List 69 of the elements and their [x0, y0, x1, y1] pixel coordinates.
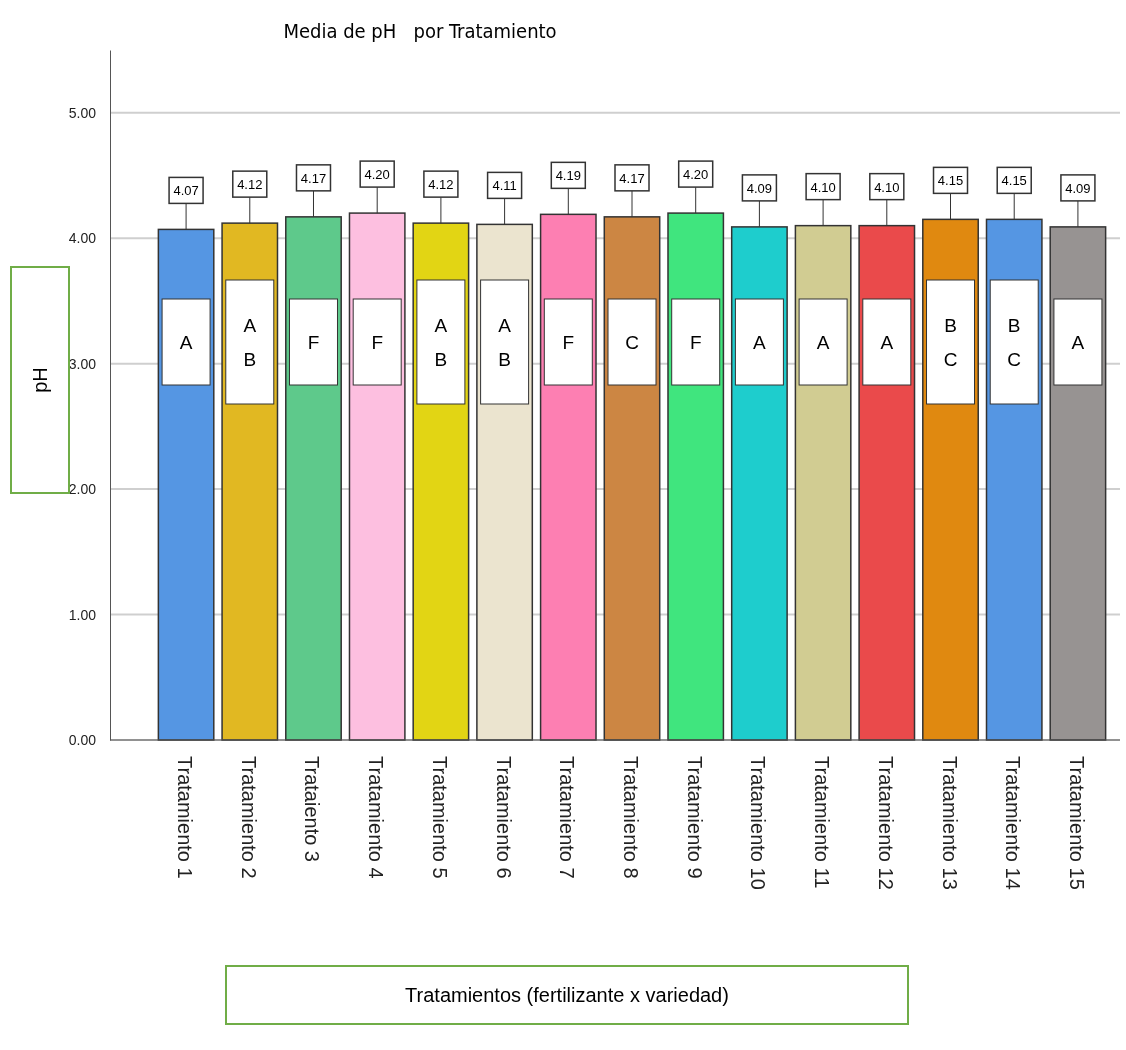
- annotation: A: [816, 332, 830, 353]
- annotation: A: [753, 332, 767, 353]
- letter-label: F: [352, 298, 402, 386]
- x-tick-label: Trataiento 3: [301, 756, 324, 862]
- annotation: B C: [943, 315, 958, 370]
- data-label: 4.10: [810, 179, 836, 195]
- x-tick-label: Tratamiento 4: [365, 756, 388, 879]
- annotation: A: [1071, 332, 1085, 353]
- x-tick-label: Tratamiento 11: [811, 756, 834, 889]
- data-label: 4.19: [555, 168, 581, 184]
- letter-label: A: [734, 298, 784, 386]
- annotation: A: [880, 332, 894, 353]
- chart-title: Media de pH por Tratamiento: [283, 19, 557, 43]
- data-label: 4.20: [364, 167, 390, 183]
- data-label: 4.12: [237, 177, 263, 193]
- annotation: C: [625, 332, 639, 353]
- data-label: 4.12: [428, 177, 454, 193]
- x-tick-label: Tratamiento 8: [620, 756, 642, 879]
- x-tick-label: Tratamiento 12: [874, 756, 897, 890]
- y-axis-title: pH: [29, 367, 51, 393]
- y-tick-label: 5.00: [68, 104, 97, 121]
- x-tick-label: Tratamiento 2: [237, 756, 260, 879]
- letter-label: F: [289, 298, 338, 386]
- y-tick-label: 4.00: [68, 230, 97, 247]
- annotation: F: [562, 332, 575, 353]
- annotation: A B: [243, 315, 257, 370]
- data-label: 4.09: [1065, 180, 1091, 196]
- data-label: 4.20: [683, 167, 709, 183]
- y-tick-label: 1.00: [68, 606, 97, 623]
- data-label: 4.15: [937, 173, 964, 189]
- letter-label: C: [607, 298, 657, 386]
- annotation: F: [307, 332, 320, 353]
- letter-label: A: [798, 298, 848, 386]
- annotation: B C: [1007, 315, 1022, 370]
- annotation: A: [179, 332, 193, 353]
- letter-label: A B: [225, 279, 275, 405]
- x-axis-title: Tratamientos (fertilizante x variedad): [405, 984, 729, 1006]
- x-tick-label: Tratamiento 10: [747, 756, 770, 890]
- letter-label: A: [161, 298, 211, 386]
- annotation: A B: [434, 315, 448, 370]
- data-label: 4.17: [619, 170, 645, 186]
- x-tick-label: Tratamiento 13: [938, 756, 961, 890]
- letter-label: F: [671, 298, 721, 386]
- y-tick-label: 2.00: [68, 481, 97, 498]
- letter-label: A: [862, 298, 912, 386]
- data-label: 4.10: [874, 179, 900, 195]
- letter-label: A: [1053, 298, 1103, 386]
- data-label: 4.07: [173, 183, 199, 199]
- data-label: 4.17: [300, 170, 327, 186]
- x-tick-label: Tratamiento 15: [1065, 756, 1088, 890]
- x-tick-label: Tratamiento 14: [1002, 756, 1025, 890]
- annotation: F: [371, 332, 383, 353]
- annotation: A B: [498, 315, 512, 370]
- data-label: 4.11: [492, 178, 517, 194]
- x-tick-label: Tratamiento 7: [556, 756, 579, 879]
- x-tick-label: Tratamiento 5: [428, 756, 451, 879]
- letter-label: F: [543, 298, 593, 386]
- x-tick-label: Tratamiento 9: [683, 756, 706, 879]
- y-tick-label: 0.00: [68, 731, 97, 748]
- x-tick-label: Tratamiento 1: [174, 756, 197, 879]
- letter-label: B C: [926, 279, 975, 405]
- letter-label: B C: [989, 279, 1039, 405]
- letter-label: A B: [480, 279, 530, 405]
- x-tick-label: Tratamiento 6: [492, 756, 515, 879]
- annotation: F: [689, 332, 702, 353]
- data-label: 4.09: [746, 180, 773, 196]
- letter-label: A B: [416, 279, 466, 405]
- y-tick-label: 3.00: [68, 355, 97, 372]
- data-label: 4.15: [1001, 173, 1027, 189]
